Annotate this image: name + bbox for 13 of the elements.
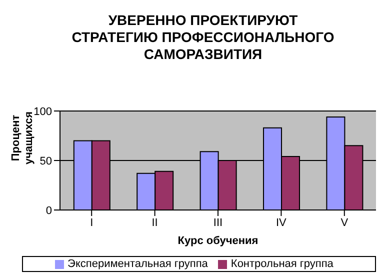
- x-axis-title: Курс обучения: [178, 235, 258, 247]
- x-tick-label: IV: [276, 216, 288, 229]
- x-tick-label: III: [213, 216, 223, 229]
- legend-label: Экспериментальная группа: [68, 258, 208, 270]
- legend-label: Контрольная группа: [230, 258, 334, 270]
- chart-title: УВЕРЕННО ПРОЕКТИРУЮТ СТРАТЕГИЮ ПРОФЕССИОНАЛЬНОГО САМОРАЗВИТИЯ: [70, 12, 336, 63]
- y-tick-label: 50: [40, 155, 52, 168]
- x-tick-label: I: [90, 216, 94, 229]
- y-tick-label: 100: [34, 106, 52, 118]
- x-tick-label: V: [340, 216, 349, 229]
- x-tick-label: II: [152, 216, 158, 229]
- y-axis-title: Процент учащихся: [10, 111, 35, 165]
- y-tick-label: 0: [46, 204, 52, 217]
